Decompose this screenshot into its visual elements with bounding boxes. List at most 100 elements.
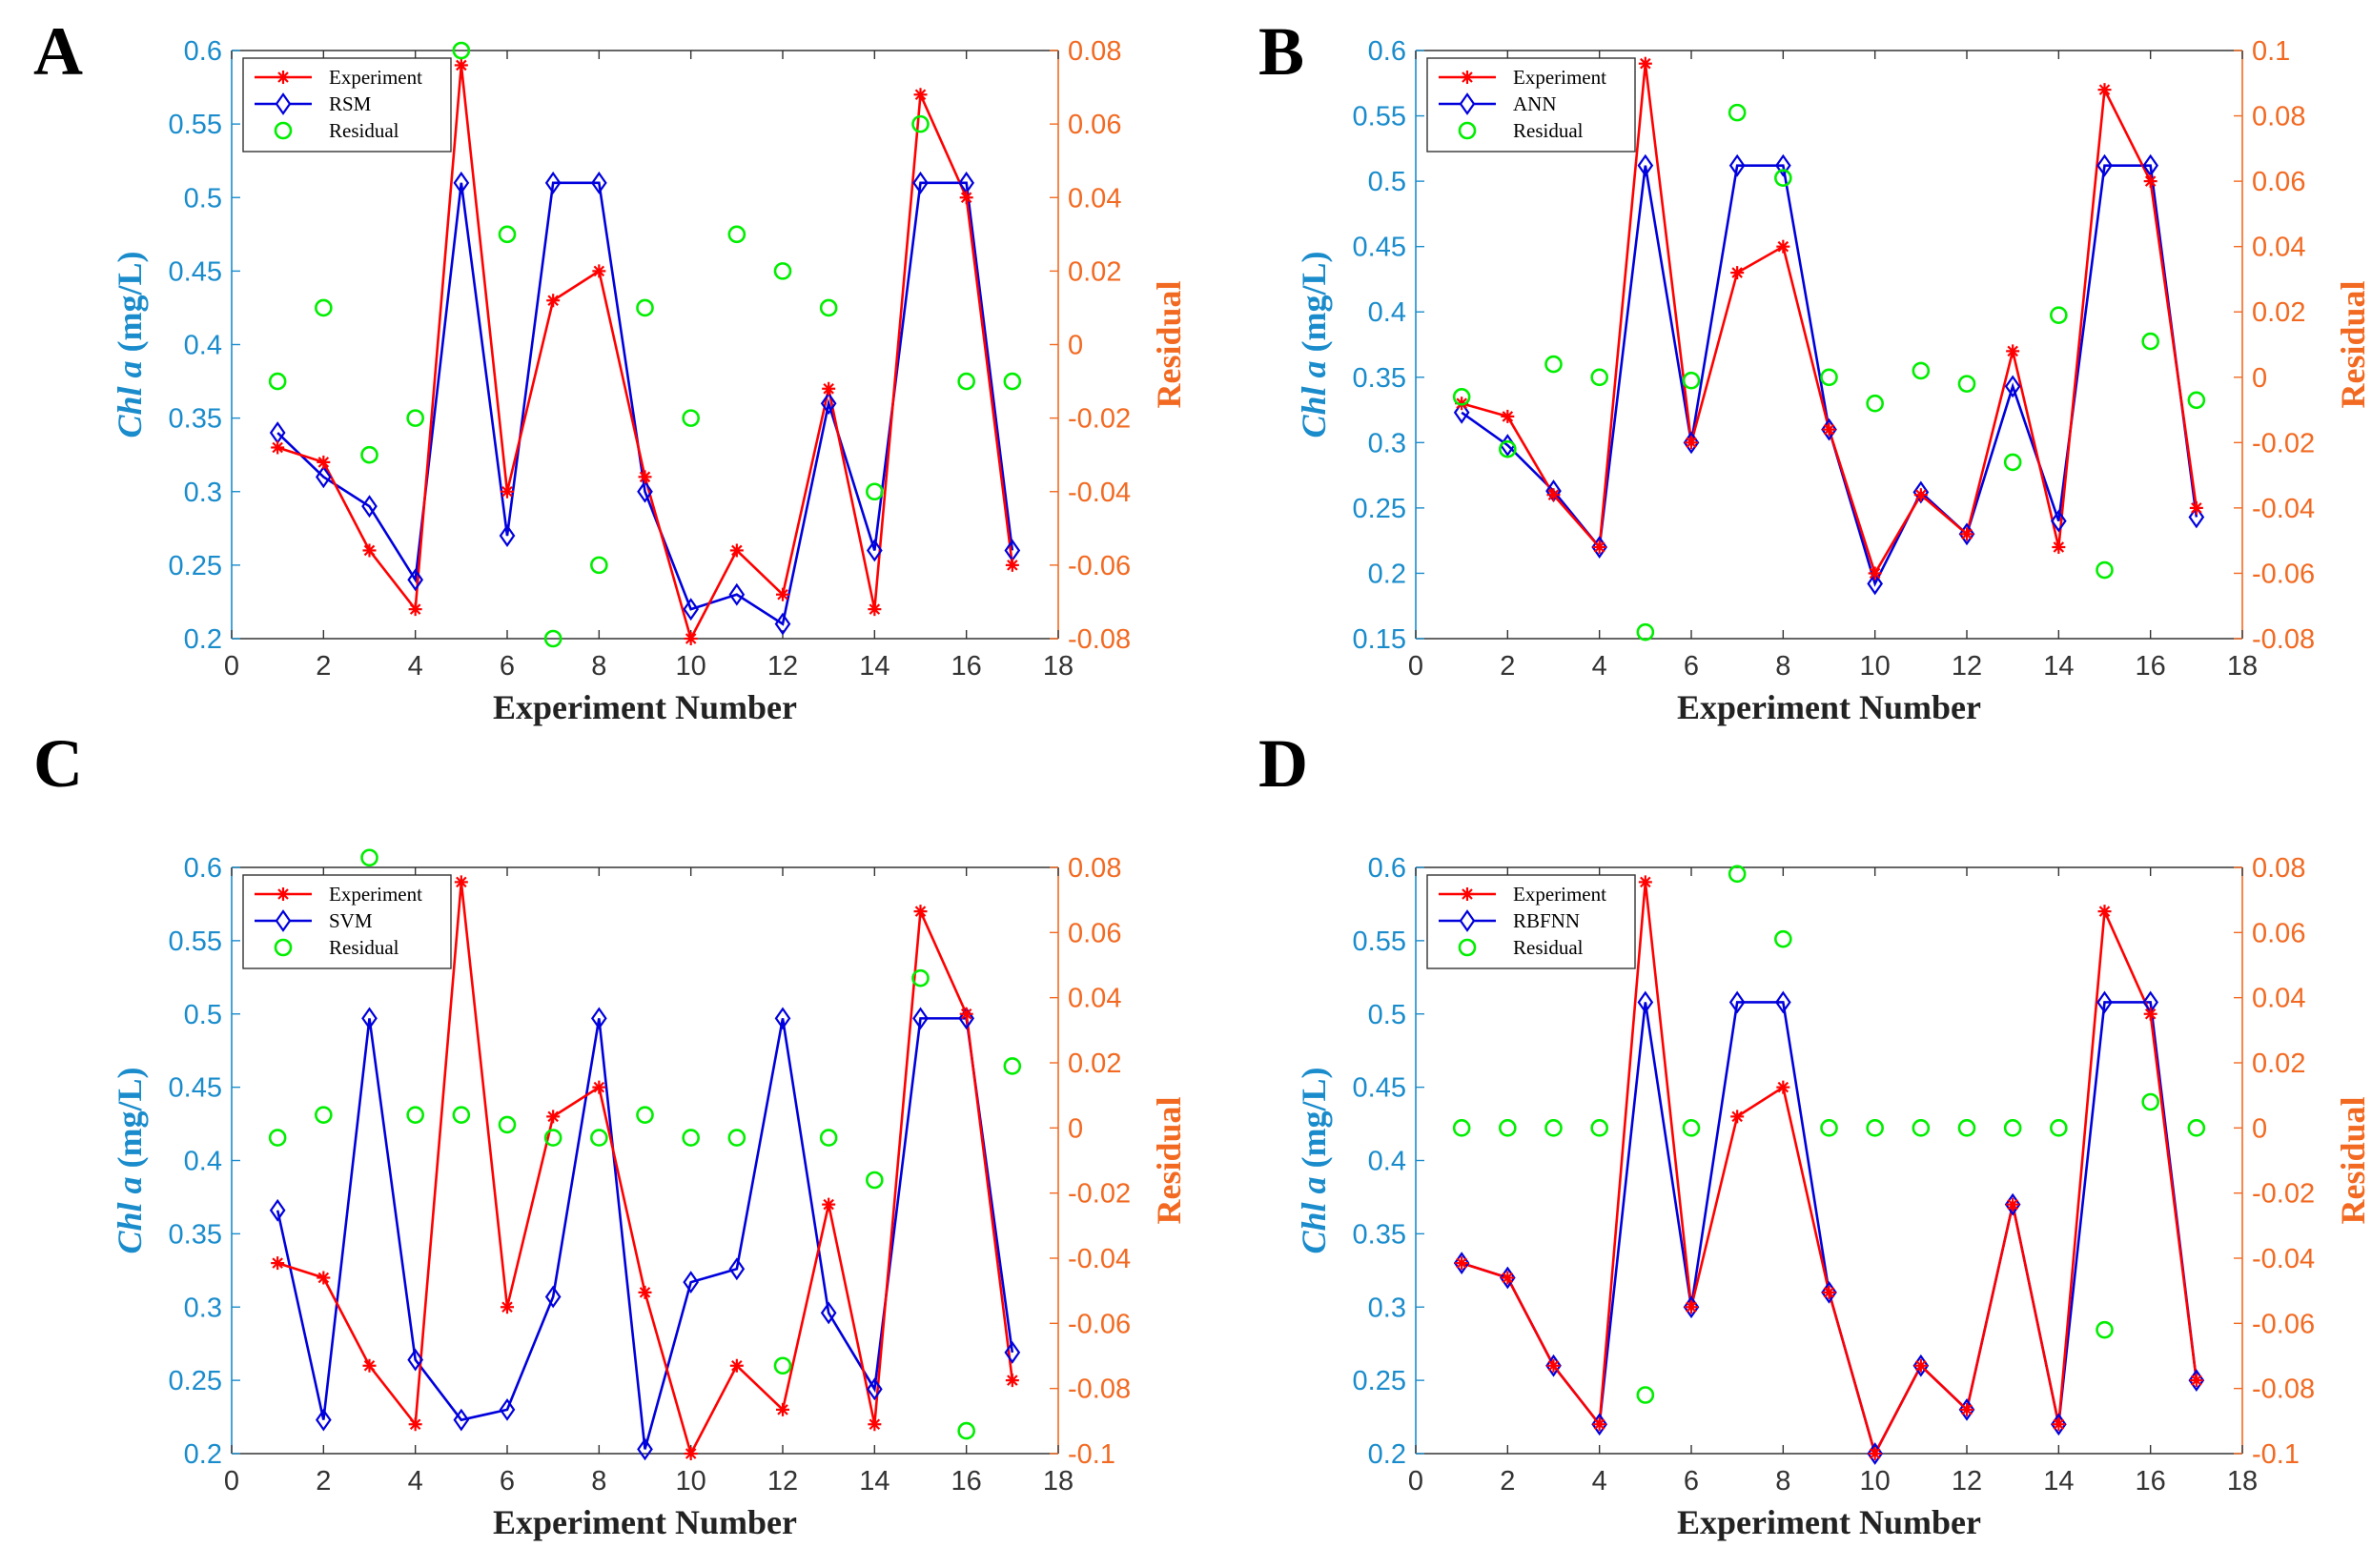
y-tick-label: 0.3: [184, 1293, 222, 1323]
model-point: [866, 1377, 883, 1401]
x-tick-label: 14: [2043, 651, 2074, 682]
residual-point: [866, 482, 884, 501]
x-tick-label: 0: [1408, 651, 1423, 682]
legend-model: RBFNN: [1439, 909, 1580, 932]
x-tick-label: 10: [1860, 651, 1891, 682]
model-point: [1867, 572, 1884, 596]
y-tick-label: 0.6: [1368, 853, 1406, 884]
y2-tick-label: 0.08: [1068, 36, 1121, 67]
y-tick-label: 0.25: [169, 1366, 222, 1396]
residual-point: [957, 372, 975, 391]
x-tick-label: 10: [676, 1466, 706, 1497]
y-axis-label-italic: Chl a: [111, 360, 149, 438]
x-tick-label: 0: [224, 651, 239, 682]
x-axis-label: Experiment Number: [493, 688, 797, 726]
model-point: [499, 524, 516, 547]
y2-tick-label: -0.06: [1068, 1309, 1131, 1339]
y2-axis-label: Residual: [2334, 1096, 2372, 1224]
residual-point: [2187, 1119, 2206, 1137]
y2-tick-label: -0.04: [2252, 1244, 2315, 1274]
y-tick-label: 0.2: [184, 624, 222, 655]
y-tick-label: 0.6: [184, 853, 222, 884]
y-tick-label: 0.4: [1368, 1147, 1406, 1177]
y-tick-label: 0.45: [169, 256, 222, 287]
y2-tick-label: -0.06: [2252, 1309, 2315, 1339]
experiment-point: [2006, 344, 2020, 358]
residual-point: [773, 1356, 792, 1375]
experiment-point: [868, 1417, 882, 1432]
model-point: [407, 568, 424, 592]
model-point: [1912, 480, 1930, 504]
experiment-point: [454, 58, 468, 72]
legend-label: Residual: [1513, 936, 1584, 959]
x-tick-label: 0: [224, 1466, 239, 1497]
y2-tick-label: 0.04: [1068, 183, 1121, 214]
experiment-point: [2006, 1197, 2020, 1212]
y-axis-label-unit: (mg/L): [111, 1067, 149, 1176]
x-tick-label: 10: [1860, 1466, 1891, 1497]
y2-tick-label: 0: [2252, 1113, 2267, 1144]
y-tick-label: 0.55: [169, 927, 222, 957]
x-tick-label: 12: [1952, 651, 1982, 682]
residual-point: [727, 1129, 746, 1147]
y2-tick-label: -0.08: [2252, 1375, 2315, 1405]
y-tick-label: 0.55: [169, 110, 222, 140]
chart-panel-a: A 0 2 4 6 8 10 12 14 16 18 0.2 0.25 0.3 0.35 0.4 0.45 0.5…: [33, 13, 1188, 726]
legend-label: Experiment: [329, 66, 422, 89]
residual-point: [2050, 306, 2068, 324]
x-tick-label: 8: [1775, 651, 1790, 682]
residual-point: [636, 298, 654, 317]
legend-model: ANN: [1439, 92, 1557, 115]
residual-point: [543, 1129, 562, 1147]
model-point: [728, 582, 746, 606]
residual-point: [1820, 1119, 1838, 1137]
residual-point: [1590, 368, 1608, 387]
legend-label: Residual: [1513, 119, 1584, 142]
experiment-point: [1776, 239, 1790, 254]
y2-axis-label: Residual: [1150, 280, 1188, 408]
legend-experiment: Experiment: [1439, 66, 1606, 89]
experiment-point: [729, 1358, 744, 1373]
chart-panel-d: D 0 2 4 6 8 10 12 14 16 18 0.2 0.25 0.3 0.35 0.4 0.45 0.5…: [1258, 725, 2372, 1541]
y2-tick-label: 0.1: [2252, 36, 2290, 67]
model-point: [683, 598, 700, 621]
legend-model: SVM: [255, 909, 373, 932]
model-series-line: [276, 1017, 1014, 1450]
y2-tick-label: -0.08: [1068, 1375, 1131, 1405]
x-tick-label: 12: [767, 1466, 798, 1497]
x-tick-label: 2: [1500, 1466, 1515, 1497]
y-axis-label-unit: (mg/L): [1295, 1067, 1333, 1176]
residual-point: [543, 629, 562, 648]
residual-point: [1499, 1119, 1517, 1137]
experiment-point: [1685, 1300, 1698, 1314]
legend-experiment: Experiment: [255, 66, 422, 89]
y2-tick-label: -0.04: [1068, 478, 1131, 508]
y-axis-label-italic: Chl a: [1295, 1176, 1333, 1253]
model-point: [315, 1408, 332, 1432]
residual-point: [2141, 332, 2159, 351]
legend-label: SVM: [329, 909, 373, 932]
residual-point: [498, 225, 517, 244]
experiment-point: [1501, 409, 1515, 423]
residual-point: [1912, 1119, 1931, 1137]
residual-point: [1636, 622, 1655, 641]
model-series-line: [1461, 164, 2198, 587]
experiment-point: [546, 1110, 561, 1124]
y2-tick-label: 0: [1068, 331, 1083, 361]
experiment-point: [868, 602, 882, 617]
experiment-point: [362, 1358, 377, 1373]
x-tick-label: 2: [316, 651, 331, 682]
experiment-point: [1546, 488, 1561, 502]
model-point: [1004, 1340, 1021, 1364]
legend-experiment: Experiment: [1439, 883, 1606, 906]
experiment-point: [1730, 266, 1745, 280]
model-point: [269, 1198, 286, 1222]
x-tick-label: 12: [1952, 1466, 1982, 1497]
experiment-point: [1005, 558, 1019, 572]
y-axis-label: Chl a (mg/L): [1295, 1067, 1333, 1253]
legend-residual: Residual: [1458, 119, 1584, 142]
x-tick-label: 16: [2136, 651, 2166, 682]
y2-tick-label: 0.04: [2252, 233, 2305, 263]
model-point: [453, 1408, 470, 1432]
